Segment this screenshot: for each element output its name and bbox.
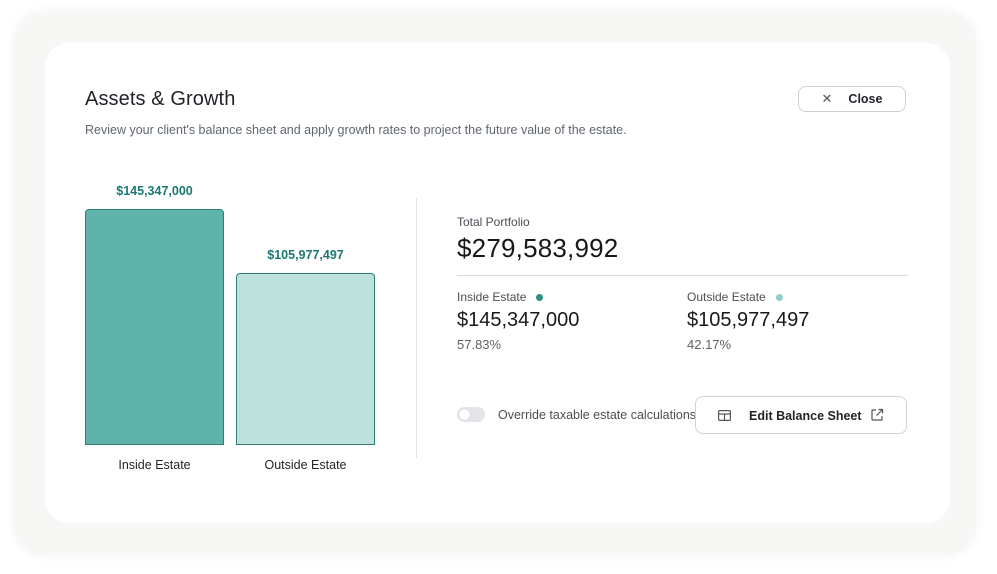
inside-estate-summary: Inside Estate xyxy=(457,290,544,304)
bar-value-outside-estate: $105,977,497 xyxy=(267,248,344,262)
bar-label-inside-estate: Inside Estate xyxy=(118,458,191,472)
override-toggle-label: Override taxable estate calculations xyxy=(498,408,697,422)
bar-value-inside-estate: $145,347,000 xyxy=(116,184,193,198)
toggle-knob xyxy=(459,409,470,420)
outside-estate-percent: 42.17% xyxy=(687,337,732,352)
edit-balance-sheet-label: Edit Balance Sheet xyxy=(749,409,862,423)
bar-inside-estate xyxy=(85,209,224,445)
inside-estate-percent: 57.83% xyxy=(457,337,502,352)
inside-estate-legend-dot xyxy=(536,294,544,302)
inside-estate-label: Inside Estate xyxy=(457,290,527,304)
bar-outside-estate xyxy=(236,273,375,445)
outside-estate-summary: Outside Estate xyxy=(687,290,783,304)
inside-estate-value: $145,347,000 xyxy=(457,309,580,331)
outside-estate-legend-dot xyxy=(775,294,783,302)
total-portfolio-value: $279,583,992 xyxy=(457,233,619,263)
close-button[interactable]: ✕ Close xyxy=(798,86,906,112)
dialog-subtitle: Review your client's balance sheet and a… xyxy=(85,123,627,137)
external-link-icon xyxy=(870,408,884,425)
table-icon xyxy=(718,409,732,424)
vertical-divider xyxy=(416,198,417,458)
dialog-title: Assets & Growth xyxy=(85,88,236,110)
edit-balance-sheet-button[interactable]: Edit Balance Sheet xyxy=(695,396,907,434)
total-portfolio-label: Total Portfolio xyxy=(457,215,530,229)
outside-estate-label: Outside Estate xyxy=(687,290,766,304)
close-icon: ✕ xyxy=(821,91,833,106)
outside-estate-value: $105,977,497 xyxy=(687,309,810,331)
close-label: Close xyxy=(848,92,883,106)
horizontal-divider xyxy=(457,275,908,276)
override-toggle[interactable] xyxy=(457,407,485,422)
bar-label-outside-estate: Outside Estate xyxy=(264,458,347,472)
